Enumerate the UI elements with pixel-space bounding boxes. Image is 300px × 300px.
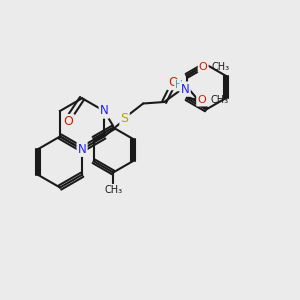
Text: H: H [175, 80, 183, 90]
Text: CH₃: CH₃ [210, 95, 228, 105]
Text: O: O [197, 95, 206, 105]
Text: CH₃: CH₃ [104, 185, 122, 195]
Text: N: N [100, 104, 109, 118]
Text: N: N [78, 143, 86, 156]
Text: N: N [181, 82, 190, 96]
Text: CH₃: CH₃ [212, 62, 230, 72]
Text: O: O [168, 76, 178, 89]
Text: O: O [199, 62, 208, 72]
Text: O: O [64, 115, 74, 128]
Text: S: S [121, 112, 129, 125]
